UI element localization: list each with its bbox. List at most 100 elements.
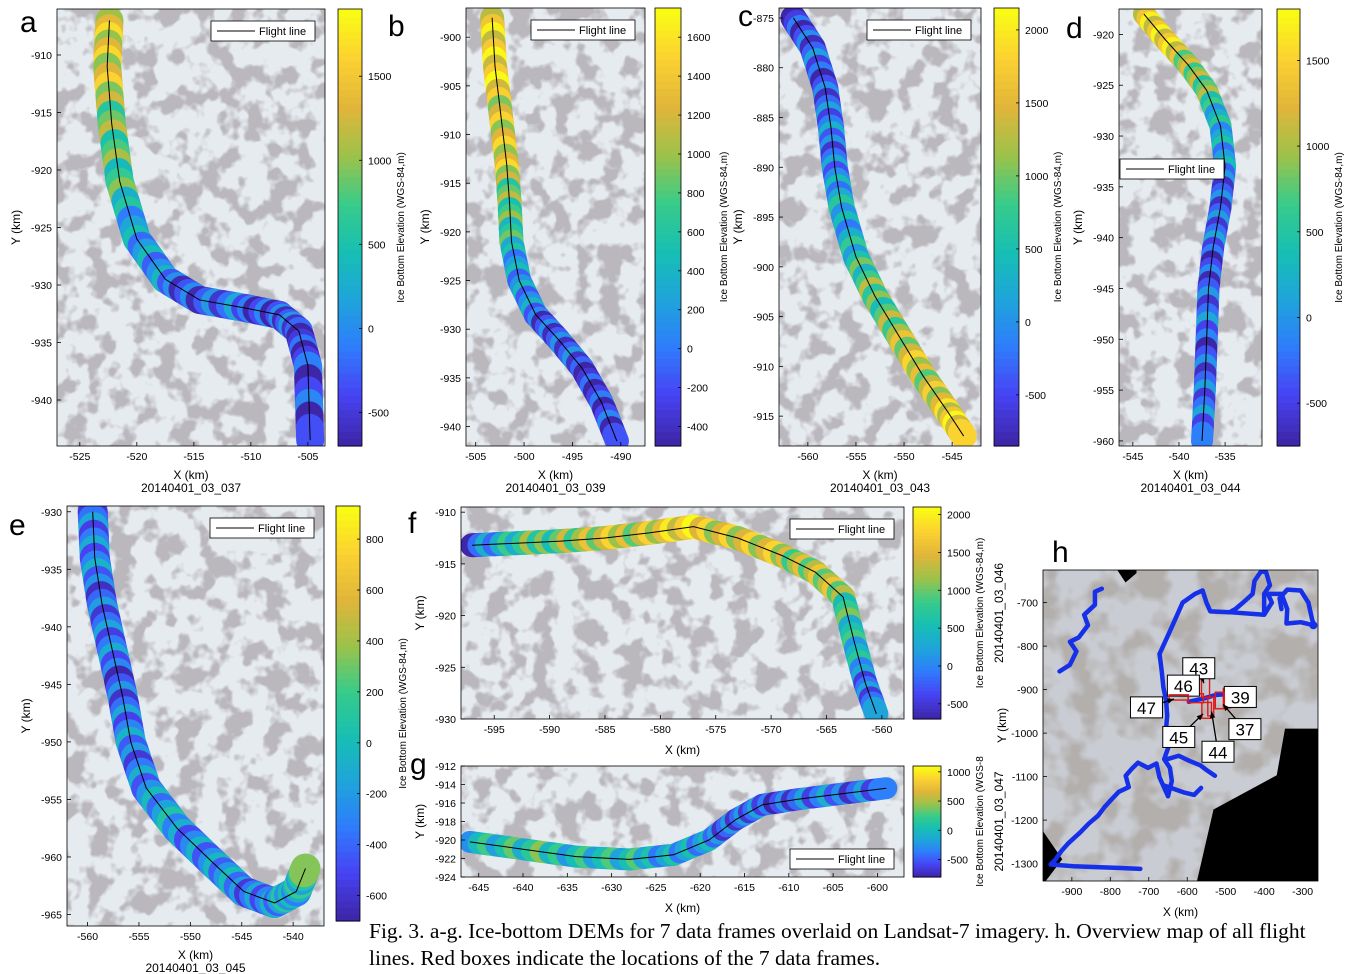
colorbar-step [338,314,362,323]
flight-line-d [1143,13,1226,441]
colorbar-step [655,110,681,119]
colorbar-tick-label: 1500 [1306,55,1330,67]
y-tick-label: -945 [1093,283,1114,295]
colorbar-step [338,191,362,199]
colorbar-step [994,329,1019,338]
colorbar-step [336,589,360,597]
colorbar-step [336,685,360,694]
colorbar-step [994,51,1019,60]
colorbar-step [913,780,941,784]
overview-frame-box [1214,691,1226,710]
colorbar-step [913,620,941,625]
colorbar-step [913,814,941,817]
colorbar-step [655,285,681,294]
colorbar-step [1277,395,1300,403]
colorbar-step [1277,191,1300,199]
colorbar-step [336,803,360,811]
colorbar-step [336,810,360,818]
overview-box-label: 39 [1231,688,1250,707]
colorbar-step [655,329,681,338]
colorbar-step [336,540,360,549]
colorbar-step [655,416,681,425]
colorbar-tick-label: 0 [1025,317,1031,329]
colorbar-step [994,154,1019,162]
colorbar-step [338,285,362,294]
colorbar-step [338,271,362,280]
colorbar-tick-label: 1000 [1025,171,1049,183]
colorbar-step [1277,89,1300,97]
colorbar-step [1277,169,1300,178]
colorbar-step [1277,110,1300,119]
colorbar-tick-label: 500 [368,239,386,251]
y-tick-label: -1000 [1011,728,1038,740]
y-tick-label: -955 [1093,385,1114,397]
colorbar-step [913,588,941,593]
frame-id-label: 20140401_03_037 [141,481,241,495]
x-axis-label: X (km) [1163,905,1198,919]
colorbar-frame [1276,8,1301,447]
colorbar-step [913,873,941,876]
colorbar-step [994,59,1019,67]
colorbar-step [913,797,941,800]
colorbar-step [913,549,941,554]
colorbar-step [913,821,941,824]
colorbar-step [1277,365,1300,374]
colorbar-tick-label: 1500 [947,547,971,559]
legend-box [789,848,895,870]
colorbar-step [338,416,362,425]
legend-label: Flight line [915,25,962,37]
x-tick-label: -610 [778,882,799,894]
colorbar-tick-label: 1000 [368,155,392,167]
colorbar-tick-label: -500 [947,699,968,711]
colorbar-step [1277,373,1300,382]
x-tick-label: -600 [1177,886,1198,898]
colorbar-step [336,658,360,666]
colorbar-step [913,845,941,848]
colorbar-step [1277,132,1300,141]
y-tick-label: -900 [1017,685,1038,697]
y-tick-label: -930 [1093,131,1114,143]
plot-area-b [466,8,645,446]
colorbar-step [994,132,1019,140]
y-tick-label: -960 [41,852,62,864]
colorbar-step [994,88,1019,97]
colorbar-tick-label: 600 [687,227,705,239]
colorbar-step [913,616,941,621]
overview-flight-track [1048,760,1171,867]
colorbar-step [338,431,362,440]
colorbar-step [913,598,941,603]
colorbar-step [913,567,941,572]
colorbar-step [994,402,1019,411]
colorbar-step [655,139,681,148]
colorbar-step [655,300,681,308]
colorbar-tick-label: -400 [687,422,708,434]
colorbar-step [994,161,1019,170]
plot-area-a [57,9,325,446]
overview-nodata-region [1043,831,1063,881]
colorbar-step [994,146,1019,155]
y-tick-label: -915 [31,108,52,120]
colorbar-frame [912,765,942,878]
colorbar-step [913,869,941,873]
colorbar-step [338,424,362,433]
colorbar-step [338,147,362,156]
colorbar-step [338,67,362,76]
colorbar-step [913,771,941,774]
colorbar-step [655,343,681,352]
colorbar-step [913,815,941,819]
colorbar-step [655,358,681,367]
colorbar-step [913,827,941,830]
colorbar-step [1277,300,1300,309]
y-tick-label: -914 [435,780,456,792]
colorbar-step [913,773,941,776]
colorbar-step [994,73,1019,82]
colorbar-step [1277,9,1300,17]
colorbar-step [655,102,681,111]
colorbar-step [994,117,1019,126]
colorbar-tick-label: 600 [366,585,384,597]
colorbar-step [338,9,362,17]
colorbar-step [655,81,681,89]
colorbar-step [913,651,941,656]
colorbar-tick-label: -500 [947,854,968,866]
colorbar-step [1277,38,1300,47]
